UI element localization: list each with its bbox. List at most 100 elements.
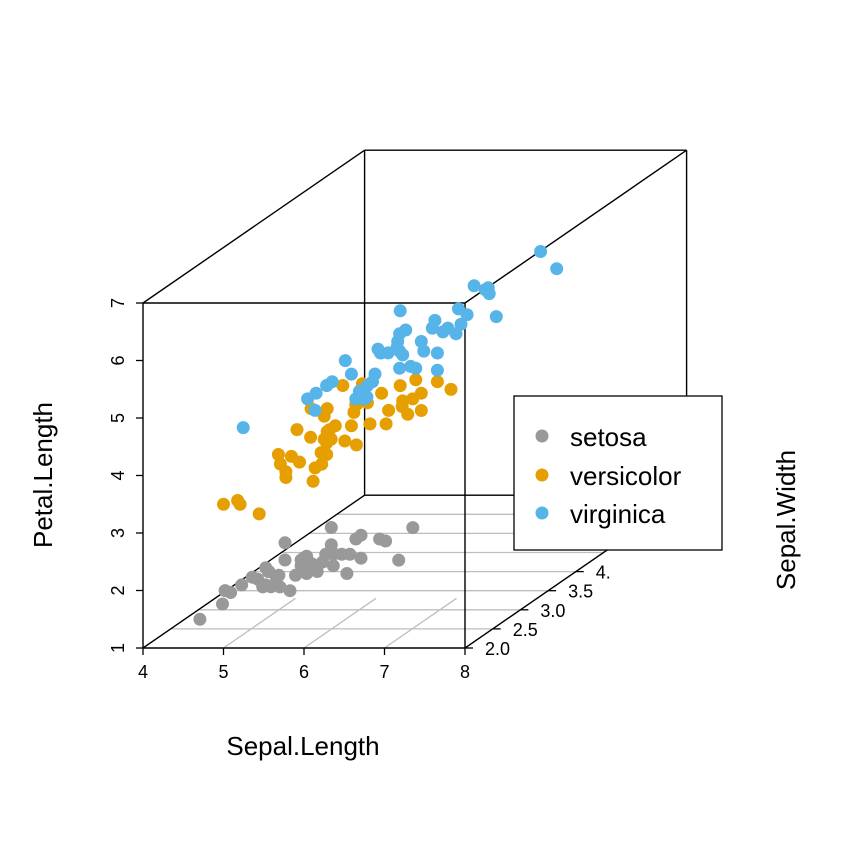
data-point-setosa: [269, 570, 283, 584]
data-point-versicolor: [382, 403, 396, 417]
data-point-versicolor: [252, 507, 266, 521]
data-point-versicolor: [444, 382, 458, 396]
data-point-versicolor: [290, 423, 304, 437]
data-point-versicolor: [401, 407, 415, 421]
data-point-virginica: [430, 363, 444, 377]
data-point-setosa: [316, 555, 330, 569]
data-point-virginica: [425, 321, 439, 335]
data-point-setosa: [235, 578, 249, 592]
data-point-versicolor: [320, 402, 334, 416]
z-tick-label: 2: [108, 585, 128, 595]
y-tick-label: 2.0: [485, 639, 510, 659]
data-point-virginica: [460, 308, 474, 322]
data-point-setosa: [300, 549, 314, 563]
data-point-setosa: [335, 547, 349, 561]
data-point-virginica: [374, 346, 387, 360]
data-point-setosa: [300, 567, 314, 580]
data-point-versicolor: [233, 497, 247, 511]
legend: setosa versicolor virginica: [513, 395, 723, 551]
data-point-versicolor: [304, 430, 318, 444]
data-point-virginica: [414, 335, 428, 348]
data-points: [193, 245, 564, 626]
data-point-virginica: [393, 304, 407, 318]
data-point-virginica: [550, 262, 564, 276]
data-point-setosa: [278, 536, 292, 550]
data-point-versicolor: [414, 404, 428, 417]
data-point-versicolor: [279, 471, 293, 484]
data-point-virginica: [309, 386, 323, 400]
data-point-virginica: [391, 335, 405, 348]
data-point-virginica: [489, 310, 503, 324]
data-point-virginica: [320, 379, 334, 392]
data-point-virginica: [436, 325, 450, 339]
data-point-setosa: [392, 553, 406, 567]
legend-marker-setosa: [535, 429, 549, 443]
data-point-versicolor: [375, 386, 389, 400]
data-point-versicolor: [306, 474, 320, 488]
data-point-setosa: [324, 521, 338, 534]
data-point-virginica: [399, 323, 413, 337]
y-tick-label: 2.5: [513, 620, 538, 640]
data-point-versicolor: [338, 434, 352, 448]
legend-marker-versicolor: [535, 468, 549, 482]
data-point-versicolor: [414, 386, 428, 400]
data-point-virginica: [349, 392, 363, 406]
z-tick-label: 7: [108, 298, 128, 308]
data-point-versicolor: [336, 379, 350, 392]
grid-line-x: [303, 597, 377, 649]
data-point-virginica: [236, 421, 250, 435]
data-point-virginica: [344, 367, 358, 381]
x-tick-label: 4: [138, 662, 148, 682]
data-point-setosa: [324, 538, 338, 552]
data-point-setosa: [251, 572, 265, 586]
data-point-versicolor: [409, 373, 423, 387]
legend-marker-virginica: [535, 506, 549, 520]
legend-label-virginica: virginica: [570, 499, 666, 529]
data-point-setosa: [283, 584, 297, 598]
data-point-versicolor: [344, 419, 358, 433]
z-tick-label: 6: [108, 355, 128, 365]
legend-label-versicolor: versicolor: [570, 461, 682, 491]
z-tick-label: 1: [108, 643, 128, 653]
data-point-setosa: [326, 559, 340, 573]
data-point-versicolor: [217, 497, 230, 511]
data-point-versicolor: [315, 457, 329, 471]
data-point-setosa: [340, 567, 354, 580]
legend-box: [513, 395, 723, 551]
data-point-versicolor: [379, 417, 393, 431]
data-point-versicolor: [430, 375, 444, 389]
data-point-virginica: [478, 283, 492, 297]
legend-label-setosa: setosa: [570, 422, 647, 452]
data-point-versicolor: [393, 379, 407, 393]
x-tick-label: 7: [379, 662, 389, 682]
data-point-virginica: [409, 361, 423, 375]
z-tick-label: 4: [108, 470, 128, 480]
grid-line-x: [384, 597, 457, 649]
z-tick-label: 3: [108, 528, 128, 538]
data-point-virginica: [338, 354, 352, 368]
y-axis-title: Sepal.Width: [771, 450, 801, 590]
data-point-versicolor: [363, 417, 377, 431]
x-tick-label: 5: [218, 662, 228, 682]
box-edge: [142, 149, 365, 304]
axis-ticks: 4 5 6 7 8 1 2 3 4 5 6 7 2.02.53.03.54.: [108, 298, 611, 682]
x-tick-label: 6: [299, 662, 309, 682]
data-point-versicolor: [317, 432, 331, 446]
data-point-versicolor: [284, 449, 298, 463]
data-point-setosa: [216, 597, 229, 611]
z-axis-title: Petal.Length: [28, 402, 58, 548]
data-point-virginica: [366, 375, 379, 389]
data-point-setosa: [354, 551, 368, 565]
data-point-versicolor: [314, 446, 328, 460]
x-tick-label: 8: [460, 662, 470, 682]
data-point-versicolor: [347, 405, 361, 419]
data-point-setosa: [193, 612, 207, 626]
y-tick-label: 3.5: [568, 582, 593, 602]
data-point-setosa: [349, 532, 363, 546]
data-point-versicolor: [271, 448, 285, 461]
data-point-setosa: [379, 534, 393, 548]
data-point-setosa: [406, 521, 420, 535]
data-point-setosa: [289, 568, 302, 582]
